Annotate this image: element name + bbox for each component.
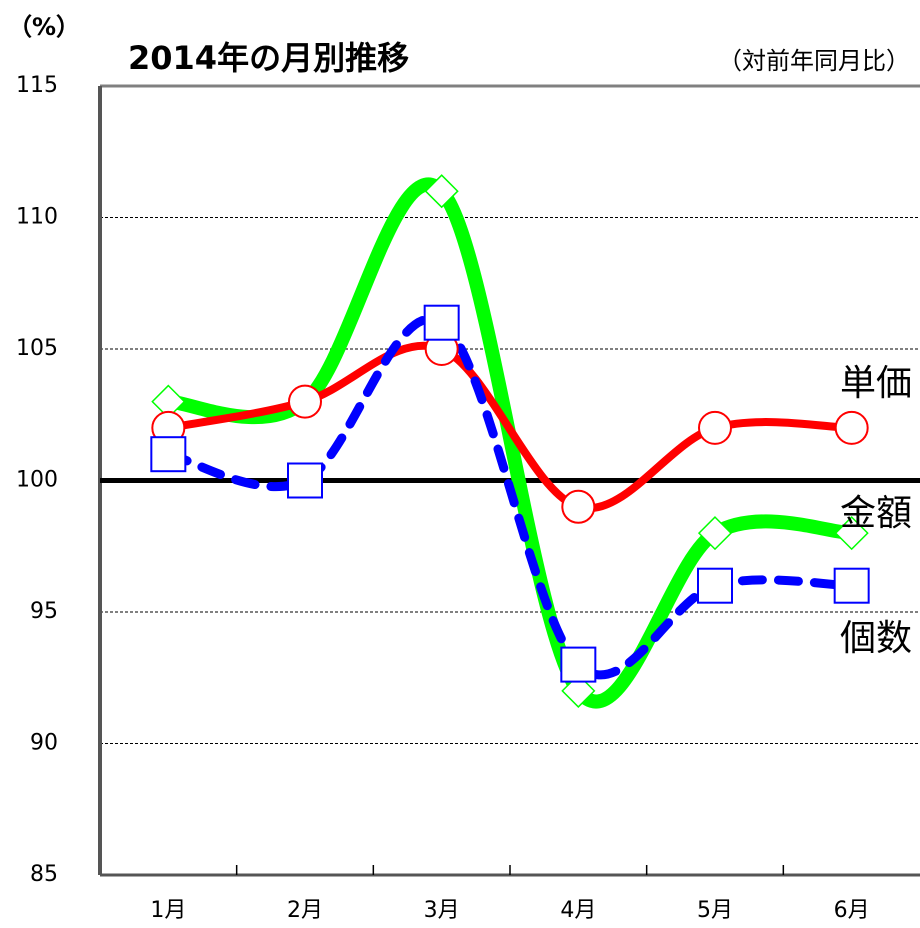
marker [833, 567, 870, 604]
marker [560, 646, 597, 683]
series-label: 個数 [840, 618, 912, 659]
marker [561, 673, 596, 708]
marker [698, 410, 732, 445]
chart-subtitle: （対前年同月比） [718, 47, 910, 75]
y-tick-label: 115 [16, 73, 58, 98]
marker [834, 516, 869, 551]
marker [424, 174, 459, 209]
x-tick-label: 3月 [424, 898, 460, 923]
y-tick-label: 95 [30, 599, 58, 624]
marker [834, 410, 869, 445]
marker [697, 516, 733, 551]
marker [150, 436, 187, 473]
marker [561, 489, 596, 524]
x-tick-label: 5月 [697, 898, 733, 923]
chart-title: 2014年の月別推移 [128, 39, 409, 77]
y-tick-label: 110 [16, 205, 58, 230]
series-label: 金額 [840, 493, 912, 534]
x-tick-label: 2月 [287, 898, 323, 923]
series-label: 単価 [840, 363, 912, 404]
x-tick-label: 6月 [834, 898, 870, 923]
marker [287, 462, 323, 499]
marker [697, 567, 733, 604]
y-tick-label: 105 [16, 336, 58, 361]
y-tick-label: 90 [30, 731, 58, 756]
marker [288, 384, 322, 419]
x-tick-label: 1月 [150, 898, 186, 923]
y-tick-label: 85 [30, 862, 58, 887]
x-tick-label: 4月 [560, 898, 596, 923]
y-tick-label: 100 [16, 468, 58, 493]
y-axis-label: （%） [8, 13, 80, 41]
marker [423, 304, 460, 341]
